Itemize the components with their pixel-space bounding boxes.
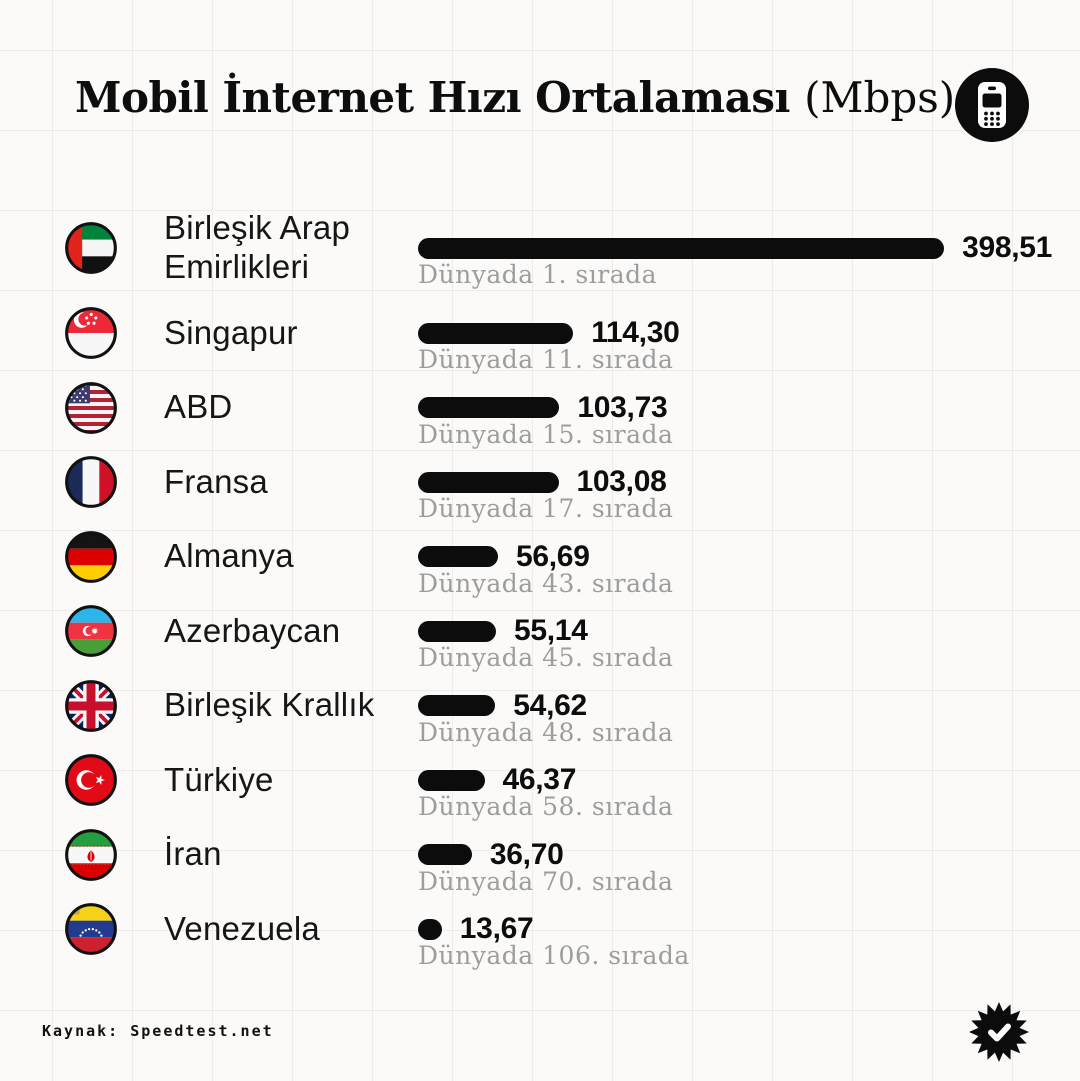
world-rank: Dünyada 15. sırada (418, 419, 674, 449)
page-title: Mobil İnternet Hızı Ortalaması (Mbps) (75, 72, 955, 125)
bar-group: 36,70 Dünyada 70. sırada (418, 818, 1052, 896)
speed-value: 54,62 (513, 688, 587, 722)
country-row: Venezuela 13,67 Dünyada 106. sırada (0, 892, 1052, 971)
speed-value: 55,14 (514, 614, 588, 648)
bar-group: 13,67 Dünyada 106. sırada (418, 892, 1052, 971)
bar-group: 56,69 Dünyada 43. sırada (418, 520, 1052, 598)
country-list: Birleşik Arap Emirlikleri 398,51 Dünyada… (0, 200, 1052, 971)
country-name: ABD (164, 388, 233, 426)
speed-bar (418, 322, 574, 344)
speed-bar (418, 844, 472, 866)
country-row: Birleşik Arap Emirlikleri 398,51 Dünyada… (0, 200, 1052, 296)
speed-value: 103,73 (577, 390, 668, 424)
bar-group: 46,37 Dünyada 58. sırada (418, 743, 1052, 822)
country-row: Singapur 114,30 Dünyada 11. sırada (0, 296, 1052, 375)
country-row: Türkiye 46,37 Dünyada 58. sırada (0, 743, 1052, 822)
bar-group: 398,51 Dünyada 1. sırada (418, 200, 1052, 296)
world-rank: Dünyada 106. sırada (418, 941, 690, 971)
speed-value: 36,70 (489, 837, 564, 871)
bar-group: 54,62 Dünyada 48. sırada (418, 669, 1052, 747)
country-name: İran (164, 835, 222, 873)
speed-value: 46,37 (502, 763, 577, 797)
country-name: Almanya (164, 537, 294, 575)
page-header: Mobil İnternet Hızı Ortalaması (Mbps) (75, 72, 955, 125)
world-rank: Dünyada 1. sırada (418, 260, 658, 289)
bar-group: 114,30 Dünyada 11. sırada (418, 296, 1052, 375)
country-row: Birleşik Krallık 54,62 Dünyada 48. sırad… (0, 669, 1052, 747)
speed-bar (418, 620, 496, 642)
speed-bar (418, 397, 560, 419)
source-label: Kaynak: Speedtest.net (42, 1022, 274, 1040)
world-rank: Dünyada 58. sırada (418, 792, 674, 822)
speed-bar (418, 918, 442, 940)
bar-group: 55,14 Dünyada 45. sırada (418, 594, 1052, 673)
speed-value: 13,67 (459, 912, 534, 946)
country-row: İran 36,70 Dünyada 70. sırada (0, 818, 1052, 896)
country-name: Birleşik Arap Emirlikleri (164, 209, 351, 285)
country-name: Singapur (164, 313, 298, 351)
flag-united-kingdom-icon (65, 679, 117, 732)
country-name: Birleşik Krallık (164, 686, 375, 724)
flag-azerbaijan-icon (65, 605, 117, 658)
flag-iran-icon (65, 828, 117, 881)
speed-bar (418, 769, 485, 791)
speed-bar (418, 471, 559, 493)
flag-turkey-icon (65, 754, 117, 807)
world-rank: Dünyada 48. sırada (418, 717, 674, 747)
speed-value: 103,08 (576, 465, 667, 499)
starburst-check-icon (967, 1000, 1031, 1064)
speed-value: 398,51 (962, 231, 1053, 264)
country-row: Fransa 103,08 Dünyada 17. sırada (0, 445, 1052, 524)
world-rank: Dünyada 43. sırada (418, 568, 674, 598)
speed-bar (418, 546, 498, 568)
page-title-unit: (Mbps) (804, 73, 956, 122)
flag-france-icon (65, 456, 117, 509)
mobile-phone-icon (955, 68, 1029, 142)
world-rank: Dünyada 11. sırada (418, 345, 674, 375)
speed-value: 114,30 (591, 316, 680, 350)
flag-venezuela-icon (65, 903, 117, 956)
world-rank: Dünyada 45. sırada (418, 643, 674, 673)
page-title-main: Mobil İnternet Hızı Ortalaması (75, 73, 790, 122)
country-row: ABD 103,73 Dünyada 15. sırada (0, 371, 1052, 449)
country-row: Almanya 56,69 Dünyada 43. sırada (0, 520, 1052, 598)
bar-group: 103,73 Dünyada 15. sırada (418, 371, 1052, 449)
country-name: Türkiye (164, 760, 274, 798)
speed-value: 56,69 (516, 539, 590, 573)
flag-usa-icon (65, 381, 117, 434)
country-row: Azerbaycan 55,14 Dünyada 45. sırada (0, 594, 1052, 673)
flag-germany-icon (65, 530, 117, 583)
flag-singapore-icon (65, 307, 117, 360)
speed-bar (418, 237, 945, 259)
world-rank: Dünyada 70. sırada (418, 866, 674, 896)
country-name: Fransa (164, 462, 268, 500)
flag-uae-icon (65, 222, 117, 274)
country-name: Venezuela (164, 909, 320, 947)
bar-group: 103,08 Dünyada 17. sırada (418, 445, 1052, 524)
speed-bar (418, 695, 496, 717)
country-name: Azerbaycan (164, 611, 341, 649)
world-rank: Dünyada 17. sırada (418, 494, 674, 524)
